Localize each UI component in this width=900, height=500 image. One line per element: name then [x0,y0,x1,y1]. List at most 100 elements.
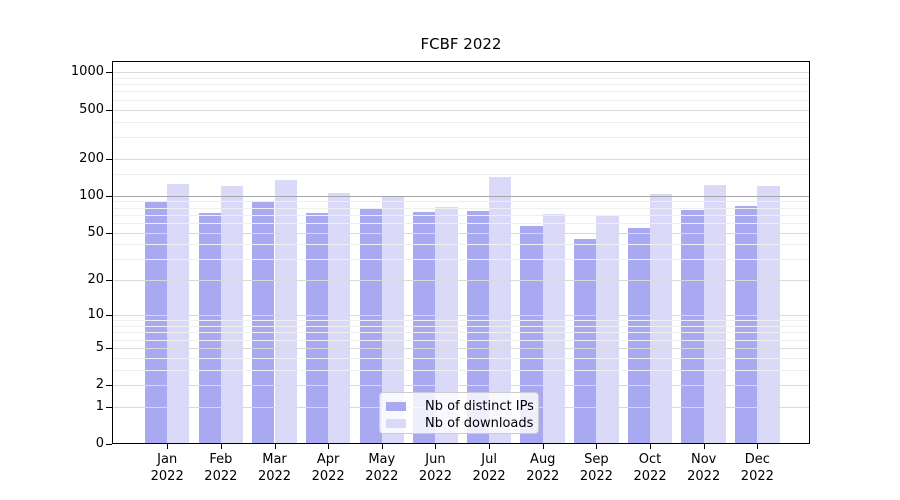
gridline-20 [112,280,810,282]
bar-downloads-oct [650,193,673,445]
x-tick-mark-mar [274,444,276,450]
gridline-minor-900 [112,77,810,79]
legend-swatch-distinct-ips [386,401,406,411]
x-tick-year: 2022 [311,469,345,485]
bar-downloads-sep [596,214,619,445]
x-tick-mark-feb [220,444,222,450]
x-tick-mark-sep [596,444,598,450]
y-tick-label-100: 100 [79,187,104,203]
bar-distinct-ips-jan [144,200,168,445]
x-tick-month: Aug [530,452,556,468]
y-tick-label-1000: 1000 [70,64,104,80]
x-tick-label-mar: Mar 2022 [243,451,307,485]
y-tick-mark-0 [106,444,112,446]
x-tick-year: 2022 [204,469,238,485]
gridline-minor-4 [112,357,810,359]
gridline-5 [112,347,810,349]
y-tick-mark-500 [106,109,112,111]
gridline-500 [112,109,810,111]
y-tick-mark-200 [106,158,112,160]
gridline-minor-40 [112,244,810,246]
x-tick-label-oct: Oct 2022 [618,451,682,485]
x-tick-year: 2022 [579,469,613,485]
gridline-minor-800 [112,84,810,86]
x-tick-mark-dec [757,444,759,450]
gridline-minor-9 [112,320,810,322]
y-tick-label-5: 5 [95,339,104,355]
y-tick-label-0: 0 [95,436,104,452]
y-tick-label-500: 500 [79,101,104,117]
bar-distinct-ips-jun [413,211,436,445]
x-tick-label-may: May 2022 [350,451,414,485]
x-tick-year: 2022 [633,469,667,485]
x-tick-mark-oct [650,444,652,450]
legend-swatch-downloads [386,418,406,428]
y-tick-mark-10 [106,315,112,317]
bar-downloads-apr [328,192,351,445]
bar-downloads-jan [167,184,190,445]
legend-row-downloads: Nb of downloads [386,415,534,431]
x-tick-year: 2022 [472,469,506,485]
x-tick-year: 2022 [740,469,774,485]
gridline-minor-400 [112,121,810,123]
x-tick-month: May [368,452,396,468]
x-tick-label-feb: Feb 2022 [189,451,253,485]
gridline-1000 [112,72,810,74]
y-tick-label-2: 2 [95,377,104,393]
gridline-minor-7 [112,332,810,334]
y-tick-label-20: 20 [87,272,104,288]
x-tick-label-jul: Jul 2022 [457,451,521,485]
bar-distinct-ips-apr [305,212,329,445]
bar-distinct-ips-sep [574,239,597,445]
x-tick-month: Dec [744,452,770,468]
bar-downloads-mar [274,179,297,445]
x-tick-year: 2022 [150,469,184,485]
y-tick-mark-1 [106,406,112,408]
gridline-minor-300 [112,136,810,138]
x-tick-month: Mar [262,452,287,468]
x-tick-month: Nov [691,452,717,468]
gridline-minor-30 [112,259,810,261]
bar-distinct-ips-mar [252,200,275,445]
bar-downloads-jun [435,207,458,445]
x-tick-year: 2022 [365,469,399,485]
gridline-minor-600 [112,99,810,101]
bar-downloads-jul [489,177,512,445]
bar-downloads-nov [703,184,726,445]
x-tick-label-aug: Aug 2022 [511,451,575,485]
x-tick-mark-jul [489,444,491,450]
x-tick-month: Oct [638,452,662,468]
gridline-minor-150 [112,174,810,176]
x-tick-label-apr: Apr 2022 [296,451,360,485]
x-tick-label-nov: Nov 2022 [672,451,736,485]
x-tick-mark-apr [328,444,330,450]
bar-distinct-ips-feb [198,213,221,445]
y-tick-mark-50 [106,232,112,234]
y-tick-mark-5 [106,347,112,349]
legend-label-distinct-ips: Nb of distinct IPs [425,398,534,414]
chart-title: FCBF 2022 [420,35,502,53]
gridline-minor-90 [112,201,810,203]
y-tick-label-50: 50 [87,224,104,240]
gridline-50 [112,232,810,234]
gridline-minor-3 [112,369,810,371]
gridline-minor-60 [112,222,810,224]
x-tick-label-dec: Dec 2022 [725,451,789,485]
legend-label-downloads: Nb of downloads [425,415,534,431]
x-tick-month: Jan [157,452,178,468]
gridline-minor-80 [112,207,810,209]
gridline-minor-8 [112,325,810,327]
y-tick-mark-1000 [106,72,112,74]
x-tick-mark-jan [167,444,169,450]
x-tick-month: Feb [209,452,233,468]
x-tick-label-sep: Sep 2022 [564,451,628,485]
y-tick-mark-2 [106,385,112,387]
legend-row-distinct-ips: Nb of distinct IPs [386,398,534,414]
y-tick-mark-20 [106,280,112,282]
y-tick-label-200: 200 [79,150,104,166]
y-tick-label-1: 1 [95,398,104,414]
y-tick-mark-100 [106,195,112,197]
y-tick-label-10: 10 [87,307,104,323]
x-tick-mark-jun [435,444,437,450]
